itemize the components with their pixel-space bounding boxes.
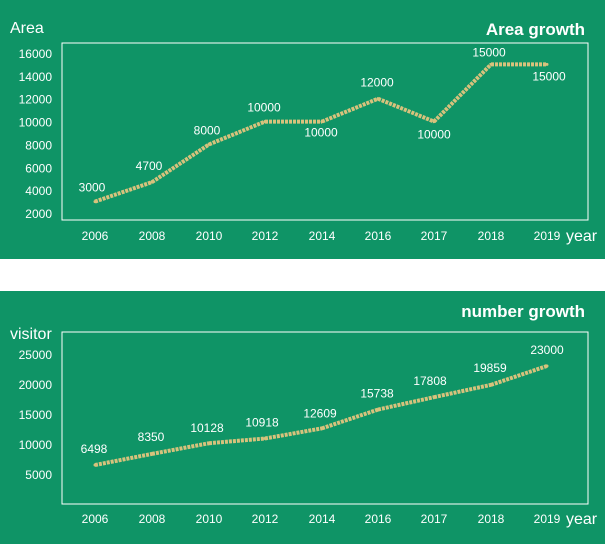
x-tick-label: 2017 (421, 229, 448, 243)
series-line-segment (151, 441, 210, 456)
x-tick-label: 2006 (82, 512, 109, 526)
x-tick-label: 2014 (309, 229, 336, 243)
x-tick-label: 2006 (82, 229, 109, 243)
number-growth-chart: 5000 10000 15000 20000 25000 2006 2008 2010 2012… (0, 291, 605, 544)
data-label: 3000 (79, 181, 106, 195)
x-tick-label: 2010 (196, 229, 223, 243)
data-point (489, 62, 493, 66)
series-line-segment (490, 364, 548, 387)
y-axis-label: visitor (10, 326, 52, 343)
y-tick-label: 4000 (25, 184, 52, 198)
series-line-segment (150, 142, 211, 184)
data-point (376, 408, 380, 412)
data-label: 10918 (245, 415, 279, 429)
y-tick-label: 10000 (19, 438, 53, 452)
x-tick-label: 2019 (534, 229, 561, 243)
data-label: 10000 (417, 128, 451, 142)
data-label: 6498 (81, 442, 108, 456)
x-tick-label: 2018 (478, 512, 505, 526)
data-point (207, 142, 211, 146)
series-line-segment (432, 63, 493, 123)
series-line-segment (94, 451, 153, 467)
y-tick-label: 12000 (19, 93, 53, 107)
data-label: 8000 (194, 123, 221, 137)
data-label: 10000 (304, 126, 338, 140)
y-tick-label: 8000 (25, 138, 52, 152)
data-label: 12609 (303, 406, 337, 420)
series-line-segment (321, 407, 379, 431)
x-tick-label: 2016 (365, 512, 392, 526)
y-tick-label: 25000 (19, 348, 53, 362)
data-label: 15000 (472, 45, 506, 59)
series-line-segment (377, 96, 435, 124)
data-label: 23000 (530, 343, 564, 357)
data-point (320, 120, 324, 124)
x-tick-label: 2017 (421, 512, 448, 526)
chart-title: number growth (461, 302, 585, 321)
data-point (150, 180, 154, 184)
x-tick-label: 2019 (534, 512, 561, 526)
x-tick-label: 2018 (478, 229, 505, 243)
area-growth-plot: 2000 4000 6000 8000 10000 12000 14000 16000 2006… (19, 42, 598, 245)
series-line-segment (264, 426, 323, 441)
data-point (93, 463, 97, 467)
data-label: 4700 (136, 159, 163, 173)
data-point (263, 436, 267, 440)
data-point (545, 62, 549, 66)
x-tick-label: 2012 (252, 229, 279, 243)
data-label: 10128 (190, 421, 224, 435)
x-tick-label: 2010 (196, 512, 223, 526)
data-label: 17808 (413, 374, 447, 388)
data-point (376, 97, 380, 101)
x-tick-label: 2012 (252, 512, 279, 526)
y-tick-label: 2000 (25, 207, 52, 221)
data-label: 10000 (247, 101, 281, 115)
number-growth-plot: 5000 10000 15000 20000 25000 2006 2008 2010 2012… (19, 331, 598, 528)
data-point (207, 441, 211, 445)
x-tick-label: 2008 (139, 229, 166, 243)
x-tick-label: 2014 (309, 512, 336, 526)
data-label: 15738 (360, 387, 394, 401)
data-point (432, 120, 436, 124)
x-axis-label: year (566, 228, 598, 245)
data-point (545, 364, 549, 368)
data-label: 8350 (138, 430, 165, 444)
data-point (93, 200, 97, 204)
series-line-segment (377, 395, 435, 412)
x-tick-label: 2016 (365, 229, 392, 243)
y-tick-label: 15000 (19, 408, 53, 422)
y-tick-label: 6000 (25, 161, 52, 175)
x-tick-label: 2008 (139, 512, 166, 526)
data-label: 12000 (360, 76, 394, 90)
plot-border (61, 331, 589, 505)
series-line-segment (321, 96, 379, 124)
series-line-segment (208, 436, 266, 446)
plot-border (61, 42, 589, 221)
series-line-segment (94, 180, 153, 204)
series-line-segment (433, 382, 492, 400)
data-point (320, 426, 324, 430)
y-tick-label: 14000 (19, 70, 53, 84)
y-tick-label: 10000 (19, 116, 53, 130)
y-axis-label: Area (10, 20, 44, 37)
data-label: 19859 (473, 361, 507, 375)
data-point (263, 120, 267, 124)
data-label: 15000 (532, 69, 566, 83)
data-point (432, 395, 436, 399)
data-point (489, 383, 493, 387)
y-tick-label: 20000 (19, 378, 53, 392)
y-tick-label: 16000 (19, 47, 53, 61)
y-tick-label: 5000 (25, 468, 52, 482)
x-axis-label: year (566, 511, 598, 528)
area-growth-chart: 2000 4000 6000 8000 10000 12000 14000 16000 2006… (0, 0, 605, 259)
data-point (150, 452, 154, 456)
chart-title: Area growth (485, 20, 585, 39)
series-line-segment (208, 119, 266, 147)
